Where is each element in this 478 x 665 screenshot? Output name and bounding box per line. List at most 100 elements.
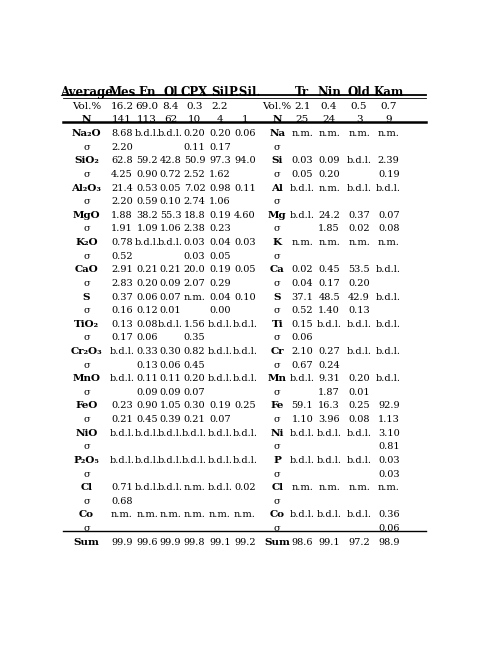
Text: 2.07: 2.07 (184, 279, 206, 288)
Text: n.m.: n.m. (318, 184, 340, 193)
Text: 1.62: 1.62 (209, 170, 231, 179)
Text: σ: σ (274, 143, 281, 152)
Text: 0.20: 0.20 (184, 374, 206, 383)
Text: P.Sil.: P.Sil. (229, 86, 261, 99)
Text: 9.31: 9.31 (318, 374, 340, 383)
Text: 0.23: 0.23 (111, 402, 133, 410)
Text: b.d.l.: b.d.l. (109, 429, 134, 438)
Text: 0.08: 0.08 (378, 224, 400, 233)
Text: b.d.l.: b.d.l. (207, 429, 232, 438)
Text: σ: σ (83, 306, 90, 315)
Text: 0.21: 0.21 (111, 415, 133, 424)
Text: 0.16: 0.16 (111, 306, 133, 315)
Text: σ: σ (274, 198, 281, 206)
Text: 3: 3 (356, 116, 362, 124)
Text: 0.25: 0.25 (234, 402, 256, 410)
Text: σ: σ (274, 497, 281, 506)
Text: b.d.l.: b.d.l. (347, 429, 371, 438)
Text: n.m.: n.m. (136, 511, 158, 519)
Text: b.d.l.: b.d.l. (158, 320, 183, 329)
Text: 0.21: 0.21 (184, 415, 206, 424)
Text: 0.19: 0.19 (209, 402, 230, 410)
Text: 42.8: 42.8 (160, 156, 181, 166)
Text: 0.02: 0.02 (348, 224, 370, 233)
Text: 0.08: 0.08 (348, 415, 370, 424)
Text: 0.10: 0.10 (160, 198, 181, 206)
Text: b.d.l.: b.d.l. (232, 429, 258, 438)
Text: b.d.l.: b.d.l. (182, 429, 207, 438)
Text: 0.19: 0.19 (209, 265, 230, 274)
Text: b.d.l.: b.d.l. (290, 184, 315, 193)
Text: 0.36: 0.36 (378, 511, 400, 519)
Text: 0.30: 0.30 (160, 347, 181, 356)
Text: 0.21: 0.21 (136, 265, 158, 274)
Text: σ: σ (274, 170, 281, 179)
Text: b.d.l.: b.d.l. (135, 429, 160, 438)
Text: FeO: FeO (75, 402, 98, 410)
Text: 2.52: 2.52 (184, 170, 206, 179)
Text: 0.10: 0.10 (234, 293, 256, 301)
Text: 99.9: 99.9 (160, 537, 181, 547)
Text: 53.5: 53.5 (348, 265, 370, 274)
Text: 50.9: 50.9 (184, 156, 206, 166)
Text: 99.1: 99.1 (318, 537, 340, 547)
Text: 99.1: 99.1 (209, 537, 230, 547)
Text: 59.1: 59.1 (292, 402, 313, 410)
Text: n.m.: n.m. (318, 238, 340, 247)
Text: 0.03: 0.03 (378, 469, 400, 479)
Text: 0.09: 0.09 (318, 156, 340, 166)
Text: 0.20: 0.20 (348, 374, 370, 383)
Text: N: N (272, 116, 282, 124)
Text: 0.33: 0.33 (136, 347, 158, 356)
Text: b.d.l.: b.d.l. (109, 374, 134, 383)
Text: 62.8: 62.8 (111, 156, 133, 166)
Text: σ: σ (274, 524, 281, 533)
Text: 2.2: 2.2 (212, 102, 228, 111)
Text: 3.10: 3.10 (378, 429, 400, 438)
Text: 69.0: 69.0 (136, 102, 159, 111)
Text: σ: σ (274, 224, 281, 233)
Text: 1.85: 1.85 (318, 224, 340, 233)
Text: 1.87: 1.87 (318, 388, 340, 397)
Text: b.d.l.: b.d.l. (158, 456, 183, 465)
Text: 0.01: 0.01 (160, 306, 181, 315)
Text: b.d.l.: b.d.l. (347, 511, 371, 519)
Text: 0.82: 0.82 (184, 347, 206, 356)
Text: b.d.l.: b.d.l. (376, 184, 401, 193)
Text: 99.9: 99.9 (111, 537, 133, 547)
Text: n.m.: n.m. (160, 511, 182, 519)
Text: 0.17: 0.17 (209, 143, 231, 152)
Text: 0.24: 0.24 (318, 360, 340, 370)
Text: n.m.: n.m. (292, 483, 314, 492)
Text: 0.52: 0.52 (111, 251, 133, 261)
Text: b.d.l.: b.d.l. (316, 429, 342, 438)
Text: 1.91: 1.91 (111, 224, 133, 233)
Text: 0.07: 0.07 (378, 211, 400, 220)
Text: 99.2: 99.2 (234, 537, 256, 547)
Text: σ: σ (83, 333, 90, 342)
Text: Vol.%: Vol.% (72, 102, 101, 111)
Text: 0.06: 0.06 (234, 129, 256, 138)
Text: σ: σ (83, 524, 90, 533)
Text: Sil: Sil (211, 86, 228, 99)
Text: b.d.l.: b.d.l. (347, 184, 371, 193)
Text: 0.11: 0.11 (160, 374, 181, 383)
Text: σ: σ (83, 279, 90, 288)
Text: S: S (273, 293, 281, 301)
Text: 0.19: 0.19 (378, 170, 400, 179)
Text: SiO₂: SiO₂ (74, 156, 99, 166)
Text: Sum: Sum (264, 537, 290, 547)
Text: 0.4: 0.4 (321, 102, 337, 111)
Text: 2.39: 2.39 (378, 156, 400, 166)
Text: 113: 113 (137, 116, 157, 124)
Text: b.d.l.: b.d.l. (232, 347, 258, 356)
Text: 0.13: 0.13 (111, 320, 133, 329)
Text: 0.7: 0.7 (380, 102, 397, 111)
Text: b.d.l.: b.d.l. (232, 456, 258, 465)
Text: 0.90: 0.90 (136, 402, 158, 410)
Text: 62: 62 (164, 116, 177, 124)
Text: 3.96: 3.96 (318, 415, 340, 424)
Text: 10: 10 (188, 116, 201, 124)
Text: b.d.l.: b.d.l. (232, 374, 258, 383)
Text: n.m.: n.m. (111, 511, 133, 519)
